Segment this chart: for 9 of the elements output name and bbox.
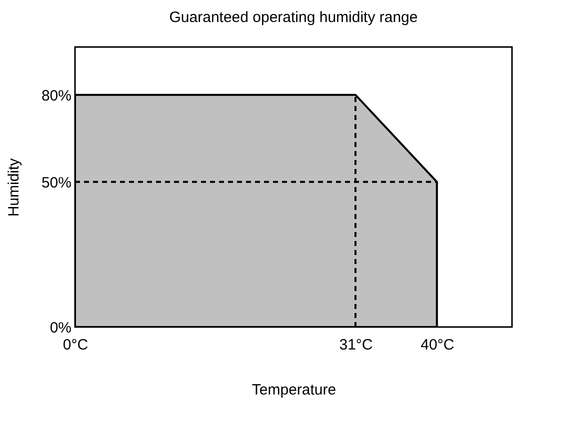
chart-title: Guaranteed operating humidity range (169, 9, 418, 26)
x-tick-label: 40°C (420, 336, 454, 354)
x-tick-label: 0°C (62, 336, 88, 354)
y-axis-title: Humidity (5, 158, 22, 217)
y-tick-label: 0% (50, 320, 72, 336)
x-tick-label: 31°C (339, 336, 373, 354)
y-tick-label: 50% (41, 174, 72, 192)
y-tick-label: 80% (41, 87, 72, 104)
x-axis-title: Temperature (252, 382, 336, 398)
